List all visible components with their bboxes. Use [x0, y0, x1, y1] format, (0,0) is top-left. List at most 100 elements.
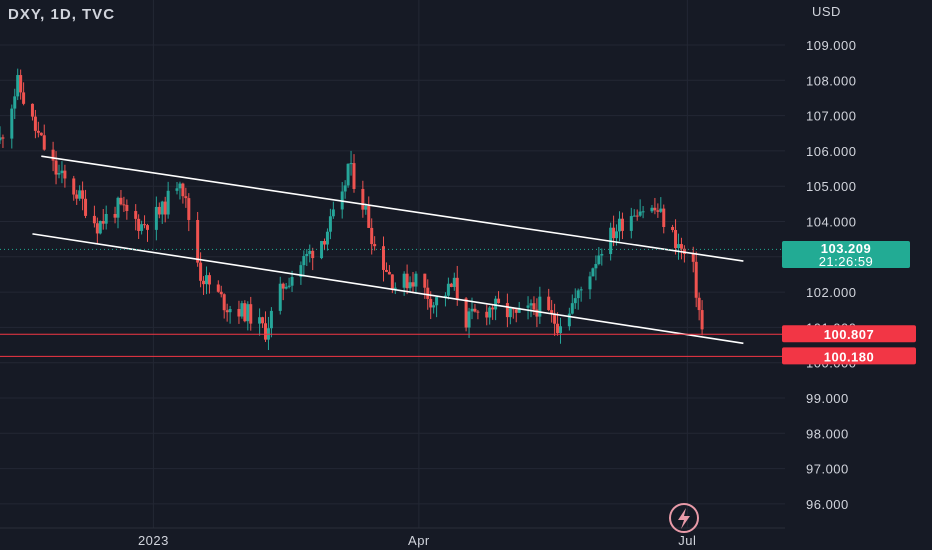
candle-body: [491, 307, 495, 310]
candle-body: [452, 277, 456, 287]
candle-body: [101, 220, 105, 224]
candle-body: [694, 261, 698, 298]
candle-body: [60, 170, 64, 174]
candle-body: [308, 250, 312, 254]
y-tick-label: 106.000: [806, 144, 857, 159]
candle-body: [281, 283, 285, 289]
candle-body: [146, 225, 149, 230]
y-tick-label: 99.000: [806, 391, 849, 406]
y-tick-label: 97.000: [806, 462, 849, 477]
trend-line: [32, 233, 744, 345]
candle-body: [547, 296, 551, 311]
candle-body: [553, 313, 557, 324]
candle-body: [104, 214, 108, 224]
candle-body: [240, 303, 244, 317]
candle-body: [42, 135, 46, 150]
candle-body: [160, 201, 164, 215]
candle-body: [505, 303, 509, 318]
candle-body: [697, 297, 701, 311]
candle-body: [287, 285, 291, 287]
candle-body: [284, 286, 288, 289]
candle-body: [75, 194, 79, 199]
candle-body: [429, 298, 433, 308]
candle-body: [620, 218, 624, 231]
candle-body: [476, 311, 480, 313]
candle-body: [517, 307, 521, 313]
x-tick-label: 2023: [138, 533, 169, 548]
candle-body: [382, 246, 385, 270]
candle-body: [92, 215, 96, 224]
candle-body: [414, 273, 418, 287]
y-tick-label: 109.000: [806, 38, 857, 53]
candle-body: [228, 309, 232, 313]
candle-body: [116, 197, 120, 218]
candle-body: [612, 227, 616, 239]
candle-body: [588, 276, 592, 290]
candle-body: [567, 313, 571, 327]
y-tick-label: 98.000: [806, 426, 849, 441]
candle-body: [84, 198, 88, 216]
logo-watermark: [669, 503, 699, 533]
candle-body: [535, 309, 539, 317]
candle-body: [691, 253, 695, 262]
candle-body: [125, 204, 129, 212]
level-badge-label: 100.180: [824, 349, 875, 364]
candle-body: [618, 218, 621, 232]
candle-body: [278, 283, 282, 311]
candle-body: [343, 185, 347, 192]
candle-body: [470, 308, 474, 312]
candle-body: [237, 309, 241, 317]
y-tick-label: 108.000: [806, 73, 857, 88]
candle-body: [426, 287, 430, 299]
level-badge: [782, 325, 916, 343]
candle-body: [632, 215, 636, 217]
candle-body: [122, 204, 126, 206]
candle-body: [261, 317, 265, 324]
candle-body: [219, 291, 223, 295]
candle-body: [54, 160, 58, 175]
time-axis: 2023 Apr Jul: [0, 527, 785, 548]
candle-body: [367, 205, 371, 228]
candle-body: [635, 215, 639, 217]
candle-body: [205, 275, 208, 285]
candle-body: [682, 248, 686, 254]
candle-body: [600, 254, 604, 256]
drawings: [0, 155, 785, 357]
candle-body: [22, 92, 26, 104]
candle-body: [526, 305, 530, 308]
candle-body: [597, 255, 601, 265]
candle-body: [432, 305, 436, 308]
candle-body: [196, 219, 200, 263]
candle-body: [178, 183, 182, 189]
x-tick-label: Apr: [408, 533, 430, 548]
candle-body: [63, 170, 67, 179]
candle-body: [81, 190, 85, 199]
y-tick-label: 102.000: [806, 285, 857, 300]
candle-body: [423, 273, 427, 288]
lightning-bolt-icon: [669, 503, 699, 533]
candle-body: [485, 311, 489, 318]
candle-body: [346, 163, 350, 186]
candle-body: [405, 273, 409, 289]
candle-body: [373, 244, 377, 247]
candle-body: [641, 211, 645, 213]
candle-body: [143, 224, 147, 226]
candle-body: [594, 264, 598, 269]
candle-body: [511, 308, 515, 310]
candle-body: [464, 298, 468, 328]
grid: [0, 0, 785, 528]
candle-body: [199, 262, 203, 281]
level-badge-label: 100.807: [824, 327, 875, 342]
candle-body: [113, 214, 117, 218]
candle-body: [19, 75, 23, 93]
candle-body: [393, 287, 397, 289]
candle-body: [402, 273, 406, 288]
candle-body: [384, 269, 388, 272]
candle-body: [370, 227, 374, 245]
candle-body: [175, 188, 179, 191]
x-tick-label: Jul: [678, 533, 696, 548]
lightning-bolt-glyph: [678, 508, 690, 529]
candle-body: [508, 308, 512, 318]
